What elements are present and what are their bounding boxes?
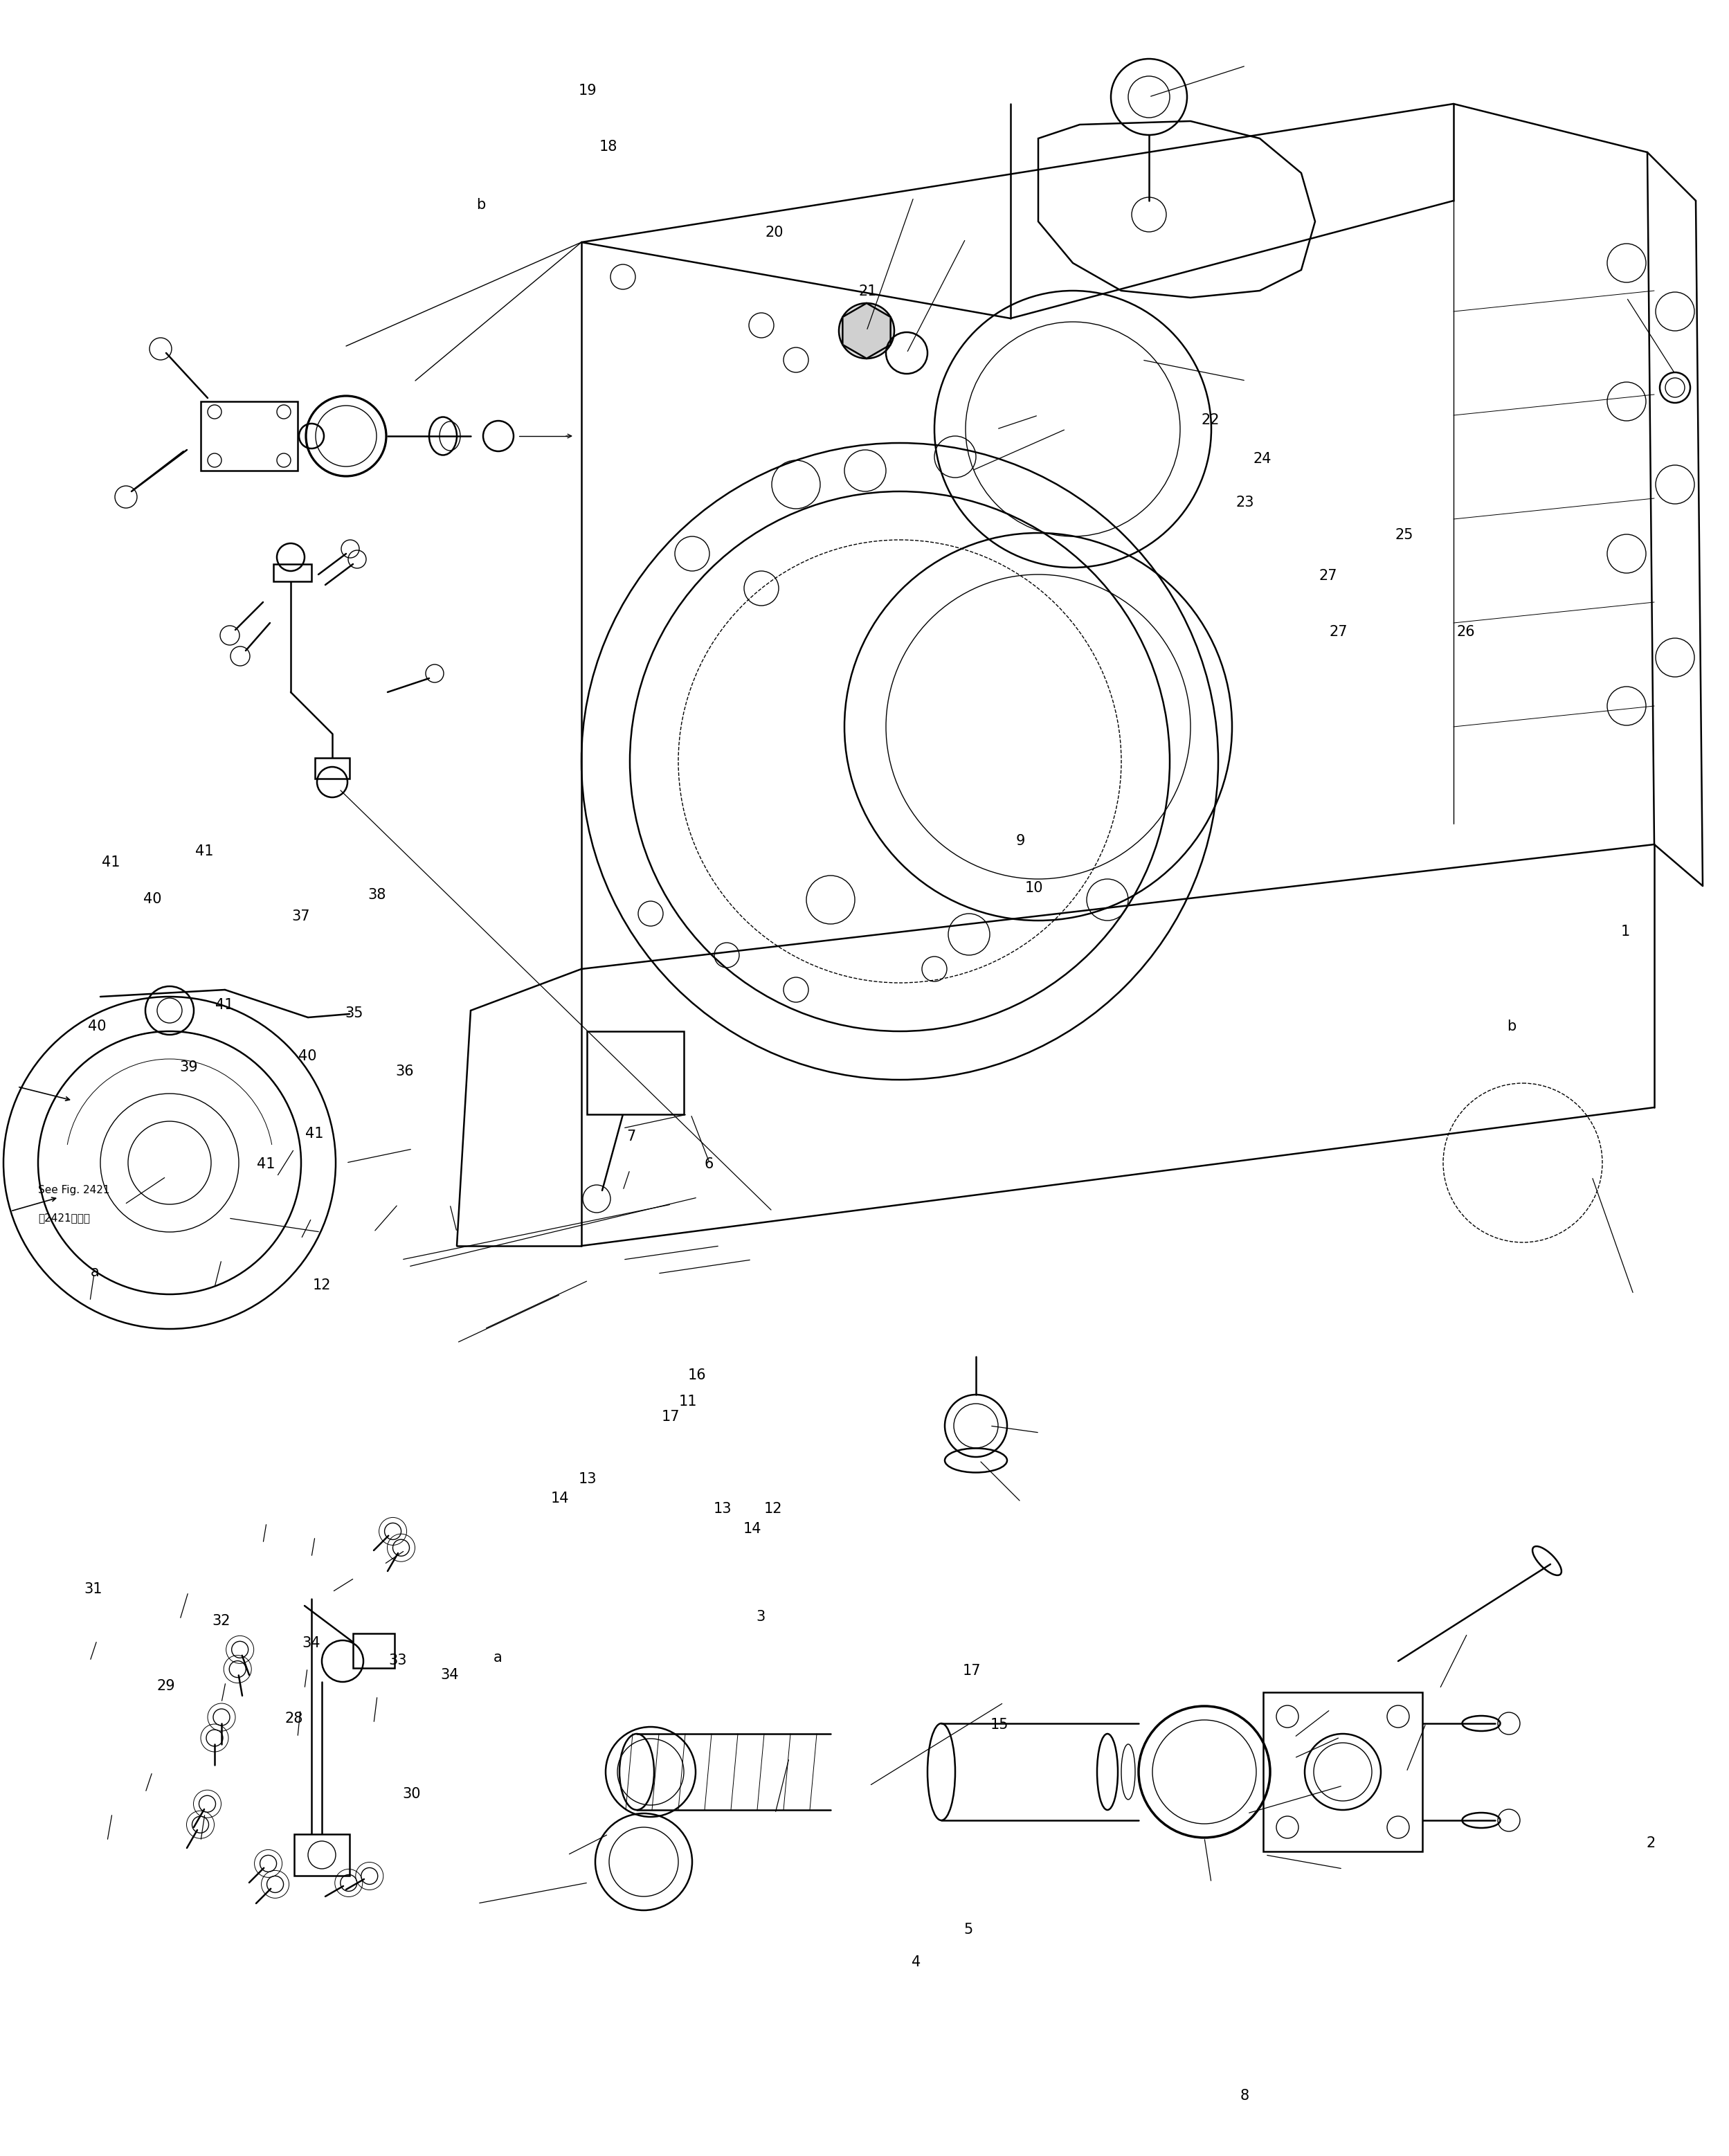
Text: 38: 38 <box>368 888 386 901</box>
Text: 17: 17 <box>963 1664 980 1677</box>
Text: 22: 22 <box>1202 414 1219 427</box>
Text: 28: 28 <box>285 1712 303 1725</box>
Text: 第2421図参照: 第2421図参照 <box>38 1214 90 1222</box>
Text: 20: 20 <box>766 226 783 239</box>
Text: 41: 41 <box>258 1158 275 1171</box>
Text: 35: 35 <box>346 1007 363 1020</box>
Text: 27: 27 <box>1330 625 1347 638</box>
Text: 34: 34 <box>303 1636 320 1649</box>
Text: 41: 41 <box>216 998 233 1011</box>
Text: 18: 18 <box>600 140 617 153</box>
Text: 29: 29 <box>157 1680 175 1692</box>
Text: 5: 5 <box>963 1923 973 1936</box>
Text: 6: 6 <box>704 1158 714 1171</box>
Text: 26: 26 <box>1458 625 1475 638</box>
Text: 23: 23 <box>1236 496 1254 509</box>
Bar <box>1264 1692 1423 1852</box>
Text: 40: 40 <box>88 1020 105 1033</box>
Text: 33: 33 <box>389 1654 406 1667</box>
Text: 12: 12 <box>313 1279 330 1291</box>
Text: 31: 31 <box>85 1583 102 1595</box>
Text: 32: 32 <box>213 1615 230 1628</box>
Text: 2: 2 <box>1646 1837 1656 1850</box>
Text: 30: 30 <box>403 1787 420 1800</box>
Text: 11: 11 <box>679 1395 697 1408</box>
Bar <box>315 759 349 778</box>
Text: 13: 13 <box>714 1503 731 1516</box>
Text: 14: 14 <box>552 1492 569 1505</box>
Bar <box>201 401 297 470</box>
Text: See Fig. 2421: See Fig. 2421 <box>38 1186 109 1194</box>
Text: 7: 7 <box>626 1130 636 1143</box>
Text: b: b <box>1506 1020 1516 1033</box>
Bar <box>353 1634 394 1669</box>
Text: 16: 16 <box>688 1369 705 1382</box>
Text: b: b <box>475 198 486 211</box>
Text: 8: 8 <box>1240 2089 1250 2102</box>
Text: 9: 9 <box>1015 834 1025 847</box>
Text: 1: 1 <box>1620 925 1630 938</box>
Text: 3: 3 <box>756 1611 766 1623</box>
Text: 41: 41 <box>306 1128 323 1141</box>
Text: a: a <box>90 1266 100 1279</box>
Text: 21: 21 <box>859 285 877 298</box>
Bar <box>586 1031 685 1115</box>
Text: 40: 40 <box>299 1050 316 1063</box>
Text: 25: 25 <box>1395 528 1413 541</box>
Text: 10: 10 <box>1025 882 1043 895</box>
Text: 13: 13 <box>579 1473 597 1485</box>
Text: 12: 12 <box>764 1503 782 1516</box>
Text: 27: 27 <box>1319 569 1337 582</box>
Text: 14: 14 <box>743 1522 761 1535</box>
Text: 15: 15 <box>991 1718 1008 1731</box>
Text: 19: 19 <box>579 84 597 97</box>
Text: 4: 4 <box>911 1955 922 1968</box>
Text: 40: 40 <box>144 893 161 906</box>
Text: 39: 39 <box>180 1061 197 1074</box>
Text: 41: 41 <box>195 845 213 858</box>
Text: 37: 37 <box>292 910 309 923</box>
Text: 41: 41 <box>102 856 119 869</box>
Bar <box>273 565 311 582</box>
Text: a: a <box>493 1651 503 1664</box>
Text: 36: 36 <box>396 1065 413 1078</box>
Text: 24: 24 <box>1254 453 1271 466</box>
Polygon shape <box>842 304 890 358</box>
Bar <box>294 1835 349 1876</box>
Text: 17: 17 <box>662 1410 679 1423</box>
Text: 34: 34 <box>441 1669 458 1682</box>
Circle shape <box>839 304 894 358</box>
